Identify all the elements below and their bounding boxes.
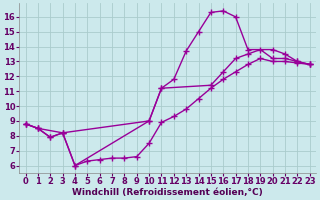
X-axis label: Windchill (Refroidissement éolien,°C): Windchill (Refroidissement éolien,°C): [72, 188, 263, 197]
